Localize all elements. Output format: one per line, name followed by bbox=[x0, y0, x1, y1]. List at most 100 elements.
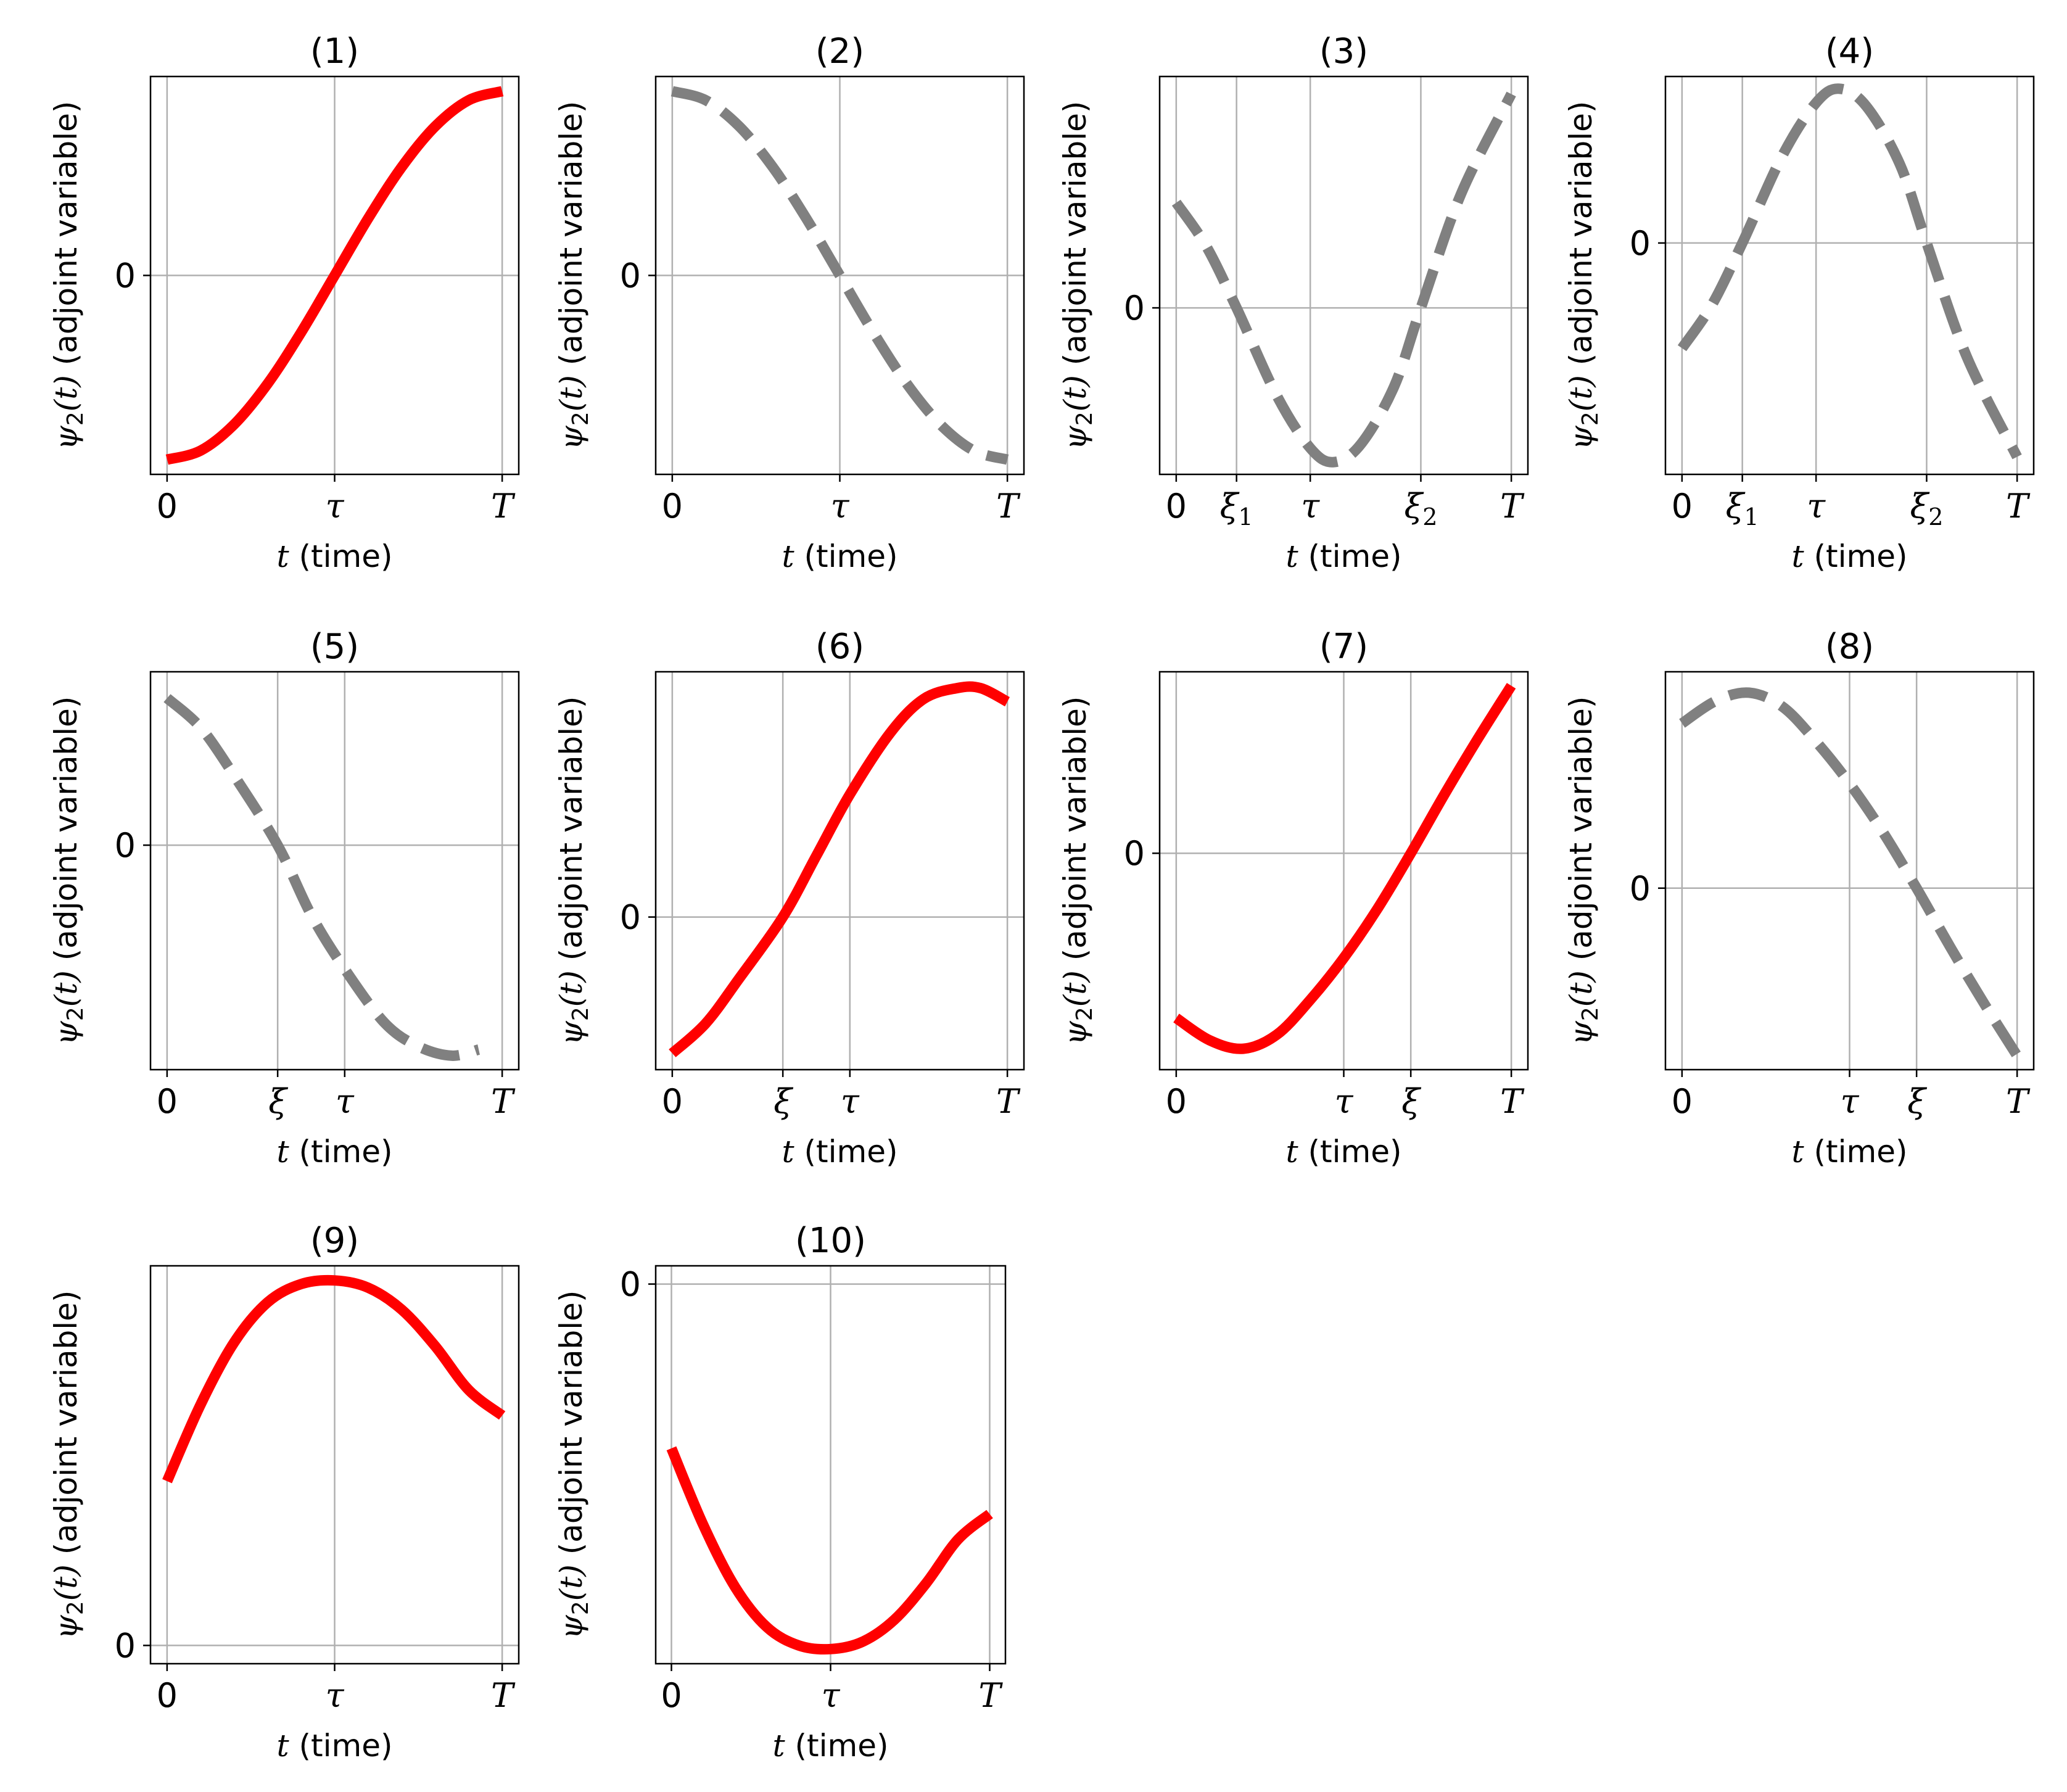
x-tick-label: 0 bbox=[1672, 1082, 1693, 1121]
subplot-7: 0 τ ξ T 0 (7) t (time) ψ2(t) (adjoint variable) bbox=[1057, 627, 1529, 1170]
x-tick-label: τ bbox=[841, 1082, 860, 1121]
subplot-3: 0 ξ1 τ ξ2 T 0 (3) t (time) ψ2(t) (adjoint variab… bbox=[1057, 31, 1529, 574]
subplot-8: 0 τ ξ T 0 (8) t (time) ψ2(t) (adjoint variable) bbox=[1563, 627, 2035, 1170]
x-tick-subscript: 1 bbox=[1238, 503, 1253, 531]
y-tick-label: 0 bbox=[115, 257, 136, 295]
x-tick-label: T bbox=[978, 1676, 1003, 1715]
x-axis-label: t (time) bbox=[782, 1134, 898, 1170]
subplot-9: 0 τ T 0 (9) t (time) ψ2(t) (adjoint variable) bbox=[48, 1221, 520, 1764]
y-axis-label: ψ2(t) (adjoint variable) bbox=[1057, 101, 1097, 450]
x-tick-label: T bbox=[491, 1082, 516, 1121]
y-axis-label: ψ2(t) (adjoint variable) bbox=[48, 101, 88, 450]
plot-frame bbox=[149, 671, 520, 1071]
y-axis-label: ψ2(t) (adjoint variable) bbox=[1563, 101, 1603, 450]
x-tick-label: 0 bbox=[157, 487, 178, 526]
x-tick-label: ξ bbox=[1907, 1082, 1927, 1121]
subplot-title: (2) bbox=[815, 31, 864, 72]
x-tick-label: T bbox=[491, 1676, 516, 1715]
subplot-2: 0 τ T 0 (2) t (time) ψ2(t) (adjoint variable) bbox=[553, 31, 1025, 574]
x-tick-label: ξ2 bbox=[1404, 487, 1437, 531]
x-axis-label: t (time) bbox=[773, 1728, 889, 1764]
x-tick-label: τ bbox=[831, 487, 850, 526]
subplot-title: (6) bbox=[815, 627, 864, 667]
subplot-5: 0 ξ τ T 0 (5) t (time) ψ2(t) (adjoint variable) bbox=[48, 627, 520, 1170]
x-tick-label: ξ2 bbox=[1910, 487, 1943, 531]
x-tick-label: ξ bbox=[774, 1082, 793, 1121]
y-tick-label: 0 bbox=[115, 1626, 136, 1665]
y-tick-label: 0 bbox=[1630, 869, 1651, 908]
y-tick-label: 0 bbox=[115, 826, 136, 865]
x-tick-subscript: 2 bbox=[1928, 503, 1943, 531]
y-axis-label: ψ2(t) (adjoint variable) bbox=[1057, 696, 1097, 1046]
x-axis-label: t (time) bbox=[1286, 539, 1402, 574]
series-line-psi2 bbox=[1677, 83, 2022, 460]
subplot-10: 0 τ T 0 (10) t (time) ψ2(t) (adjoint variable) bbox=[553, 1221, 1007, 1764]
x-tick-subscript: 1 bbox=[1744, 503, 1759, 531]
x-tick-label: τ bbox=[822, 1676, 841, 1715]
plot-frame bbox=[654, 671, 1025, 1071]
x-tick-label: τ bbox=[326, 1676, 345, 1715]
x-tick-label: 0 bbox=[661, 1676, 682, 1715]
x-tick-label: T bbox=[2006, 1082, 2031, 1121]
x-axis-label: t (time) bbox=[277, 539, 393, 574]
subplot-title: (9) bbox=[310, 1221, 359, 1261]
subplot-title: (8) bbox=[1825, 627, 1874, 667]
subplot-title: (10) bbox=[795, 1221, 866, 1261]
x-tick-label: T bbox=[1500, 1082, 1525, 1121]
x-axis-label: t (time) bbox=[1286, 1134, 1402, 1170]
x-tick-label: 0 bbox=[1166, 1082, 1187, 1121]
x-axis-label: t (time) bbox=[782, 539, 898, 574]
subplot-title: (5) bbox=[310, 627, 359, 667]
x-tick-label: ξ1 bbox=[1726, 487, 1759, 531]
y-tick-label: 0 bbox=[1630, 224, 1651, 263]
x-tick-label: τ bbox=[1335, 1082, 1354, 1121]
x-tick-label: ξ bbox=[268, 1082, 288, 1121]
y-axis-label: ψ2(t) (adjoint variable) bbox=[553, 696, 593, 1046]
x-tick-label: 0 bbox=[1166, 487, 1187, 526]
series-line-psi2 bbox=[666, 1446, 993, 1655]
subplot-6: 0 ξ τ T 0 (6) t (time) ψ2(t) (adjoint variable) bbox=[553, 627, 1025, 1170]
subplot-title: (7) bbox=[1319, 627, 1368, 667]
y-tick-label: 0 bbox=[1124, 289, 1145, 328]
series-line-psi2 bbox=[165, 86, 504, 465]
x-tick-label: ξ bbox=[1401, 1082, 1421, 1121]
series-line-psi2 bbox=[670, 86, 1009, 465]
y-axis-label: ψ2(t) (adjoint variable) bbox=[48, 696, 88, 1046]
subplot-1: 0 τ T 0 (1) t (time) ψ2(t) (adjoint variable) bbox=[48, 31, 520, 574]
subplot-4: 0 ξ1 τ ξ2 T 0 (4) t (time) ψ2(t) (adjoint variab… bbox=[1563, 31, 2035, 574]
y-tick-label: 0 bbox=[620, 257, 641, 295]
series-line-psi2 bbox=[162, 1274, 506, 1484]
series-line-psi2 bbox=[1171, 91, 1516, 468]
x-tick-label: τ bbox=[1841, 1082, 1860, 1121]
x-tick-label: ξ1 bbox=[1220, 487, 1253, 531]
series-line-psi2 bbox=[1679, 687, 2022, 1059]
series-line-psi2 bbox=[669, 681, 1010, 1057]
subplot-title: (4) bbox=[1825, 31, 1874, 72]
y-axis-label: ψ2(t) (adjoint variable) bbox=[553, 1290, 593, 1640]
x-axis-label: t (time) bbox=[277, 1728, 393, 1764]
y-axis-label: ψ2(t) (adjoint variable) bbox=[48, 1290, 88, 1640]
x-tick-label: T bbox=[491, 487, 516, 526]
x-tick-label: τ bbox=[1807, 487, 1826, 526]
x-tick-label: τ bbox=[336, 1082, 355, 1121]
x-tick-label: T bbox=[996, 1082, 1021, 1121]
plot-frame bbox=[1664, 75, 2035, 476]
y-tick-label: 0 bbox=[1124, 834, 1145, 873]
plot-frame bbox=[1158, 75, 1529, 476]
x-tick-label: T bbox=[996, 487, 1021, 526]
x-tick-subscript: 2 bbox=[1422, 503, 1437, 531]
x-tick-label: 0 bbox=[1672, 487, 1693, 526]
x-tick-label: T bbox=[2006, 487, 2031, 526]
series-line-psi2 bbox=[1173, 683, 1516, 1054]
x-tick-label: τ bbox=[1301, 487, 1320, 526]
x-tick-label: 0 bbox=[157, 1676, 178, 1715]
x-axis-label: t (time) bbox=[1792, 1134, 1908, 1170]
y-tick-label: 0 bbox=[620, 898, 641, 937]
subplot-title: (1) bbox=[310, 31, 359, 72]
x-axis-label: t (time) bbox=[277, 1134, 393, 1170]
x-tick-label: 0 bbox=[662, 1082, 683, 1121]
x-axis-label: t (time) bbox=[1792, 539, 1908, 574]
y-tick-label: 0 bbox=[620, 1265, 641, 1304]
y-axis-label: ψ2(t) (adjoint variable) bbox=[553, 101, 593, 450]
